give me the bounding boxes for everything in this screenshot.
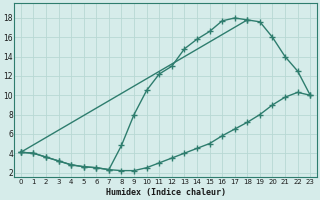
X-axis label: Humidex (Indice chaleur): Humidex (Indice chaleur) bbox=[106, 188, 226, 197]
